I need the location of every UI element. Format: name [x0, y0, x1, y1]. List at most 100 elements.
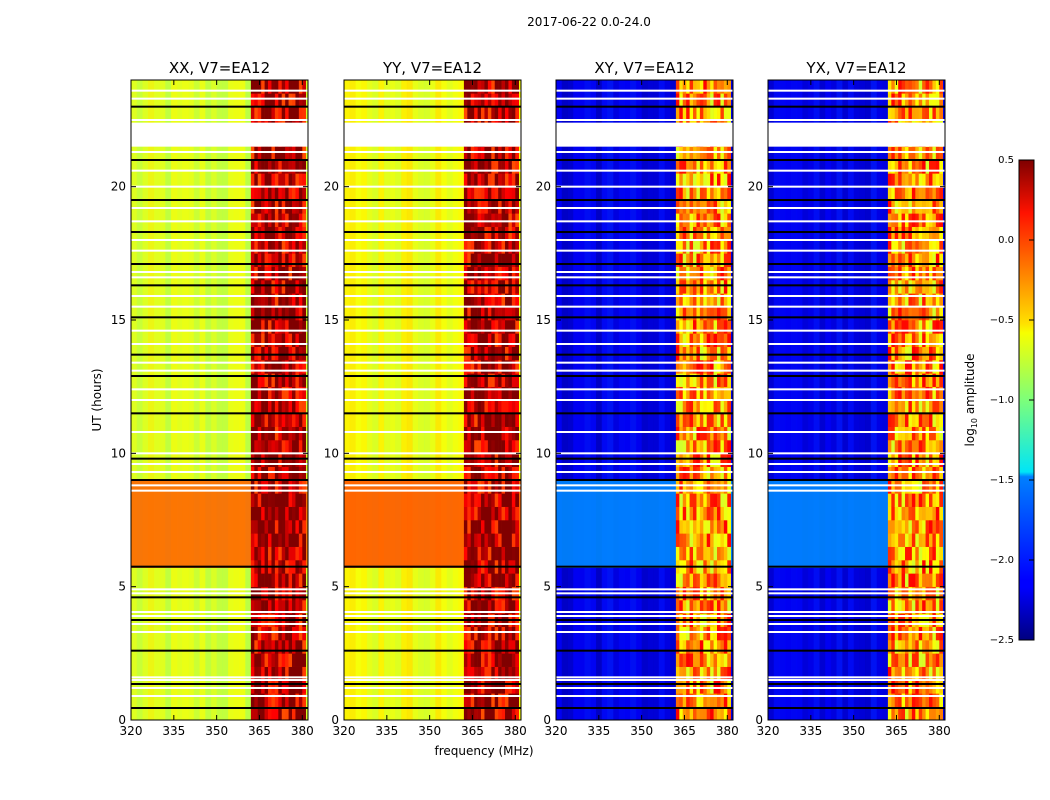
rfi-cell: [706, 320, 711, 334]
rfi-cell: [710, 653, 714, 667]
rfi-cell: [675, 240, 680, 254]
rfi-cell: [703, 173, 708, 187]
flag-line: [344, 676, 521, 679]
rfi-cell: [710, 666, 714, 681]
x-tick-label: 365: [885, 724, 908, 738]
rfi-cell: [918, 200, 923, 214]
flag-line: [556, 676, 733, 679]
rfi-cell: [295, 293, 300, 307]
rfi-cell: [696, 573, 701, 587]
rfi-cell: [939, 253, 944, 267]
rfi-cell: [911, 400, 916, 414]
rfi-cell: [717, 226, 721, 241]
rfi-cell: [295, 186, 300, 201]
rfi-cell: [887, 200, 892, 214]
rfi-cell: [720, 466, 725, 481]
rfi-cell: [511, 706, 516, 720]
panel-frame: [767, 79, 946, 721]
rfi-cell: [278, 666, 283, 681]
flag-line: [768, 207, 945, 209]
rfi-cell: [898, 386, 902, 401]
rfi-cell: [295, 506, 300, 521]
rfi-cell: [501, 400, 506, 414]
rfi-cell: [264, 200, 269, 214]
rfi-cell: [288, 546, 293, 561]
rfi-cell: [887, 226, 892, 241]
rfi-cell: [298, 373, 303, 387]
rfi-cell: [929, 466, 933, 481]
rfi-cell: [264, 640, 269, 654]
rfi-cell: [717, 666, 721, 681]
rfi-cell: [268, 640, 272, 654]
rfi-cell: [911, 280, 916, 294]
flag-line: [556, 329, 733, 332]
rfi-cell: [498, 653, 502, 667]
rfi-cell: [891, 293, 896, 307]
figure-suptitle: 2017-06-22 0.0-24.0: [527, 15, 651, 29]
rfi-cell: [720, 186, 725, 201]
flag-line: [344, 619, 521, 621]
rfi-cell: [935, 200, 940, 214]
rfi-cell: [915, 106, 920, 121]
rfi-cell: [288, 346, 293, 361]
rfi-cell: [894, 93, 899, 107]
rfi-cell: [703, 440, 708, 454]
rfi-cell: [295, 653, 300, 667]
rfi-cell: [515, 400, 520, 414]
rfi-cell: [925, 160, 930, 174]
rfi-cell: [268, 293, 272, 307]
rfi-cell: [706, 693, 711, 707]
rfi-cell: [925, 320, 930, 334]
rfi-cell: [257, 493, 262, 507]
rfi-cell: [911, 693, 916, 707]
rfi-cell: [487, 666, 492, 681]
rfi-cell: [292, 400, 296, 414]
rfi-cell: [474, 173, 478, 187]
rfi-cell: [470, 466, 475, 481]
rfi-cell: [254, 666, 259, 681]
rfi-cell: [515, 466, 520, 481]
rfi-cell: [686, 373, 690, 387]
rfi-cell: [274, 186, 279, 201]
rfi-cell: [498, 93, 502, 107]
rfi-cell: [901, 106, 906, 121]
rfi-cell: [901, 680, 906, 694]
rfi-cell: [264, 213, 269, 227]
rfi-cell: [271, 333, 276, 347]
rfi-cell: [901, 533, 906, 547]
rfi-cell: [474, 493, 478, 507]
rfi-cell: [511, 400, 516, 414]
rfi-cell: [891, 93, 896, 107]
rfi-cell: [703, 600, 708, 614]
rfi-cell: [901, 333, 906, 347]
rfi-cell: [254, 80, 259, 94]
rfi-cell: [703, 520, 708, 534]
flag-line: [131, 588, 308, 591]
rfi-cell: [302, 466, 307, 481]
rfi-cell: [706, 93, 711, 107]
rfi-cell: [713, 186, 718, 201]
rfi-cell: [281, 320, 286, 334]
rfi-cell: [264, 546, 269, 561]
rfi-cell: [288, 520, 293, 534]
rfi-cell: [723, 186, 728, 201]
rfi-cell: [720, 213, 725, 227]
flag-line: [556, 271, 733, 273]
rfi-cell: [905, 106, 909, 121]
rfi-cell: [257, 373, 262, 387]
rfi-cell: [278, 106, 283, 121]
rfi-cell: [710, 200, 714, 214]
rfi-cell: [929, 240, 933, 254]
rfi-cell: [686, 213, 690, 227]
rfi-cell: [901, 426, 906, 441]
rfi-cell: [268, 240, 272, 254]
rfi-cell: [706, 400, 711, 414]
rfi-cell: [302, 493, 307, 507]
rfi-cell: [723, 653, 728, 667]
rfi-cell: [463, 226, 468, 241]
rfi-cell: [285, 493, 289, 507]
rfi-cell: [274, 493, 279, 507]
rfi-cell: [723, 306, 728, 321]
rfi-cell: [505, 693, 509, 707]
